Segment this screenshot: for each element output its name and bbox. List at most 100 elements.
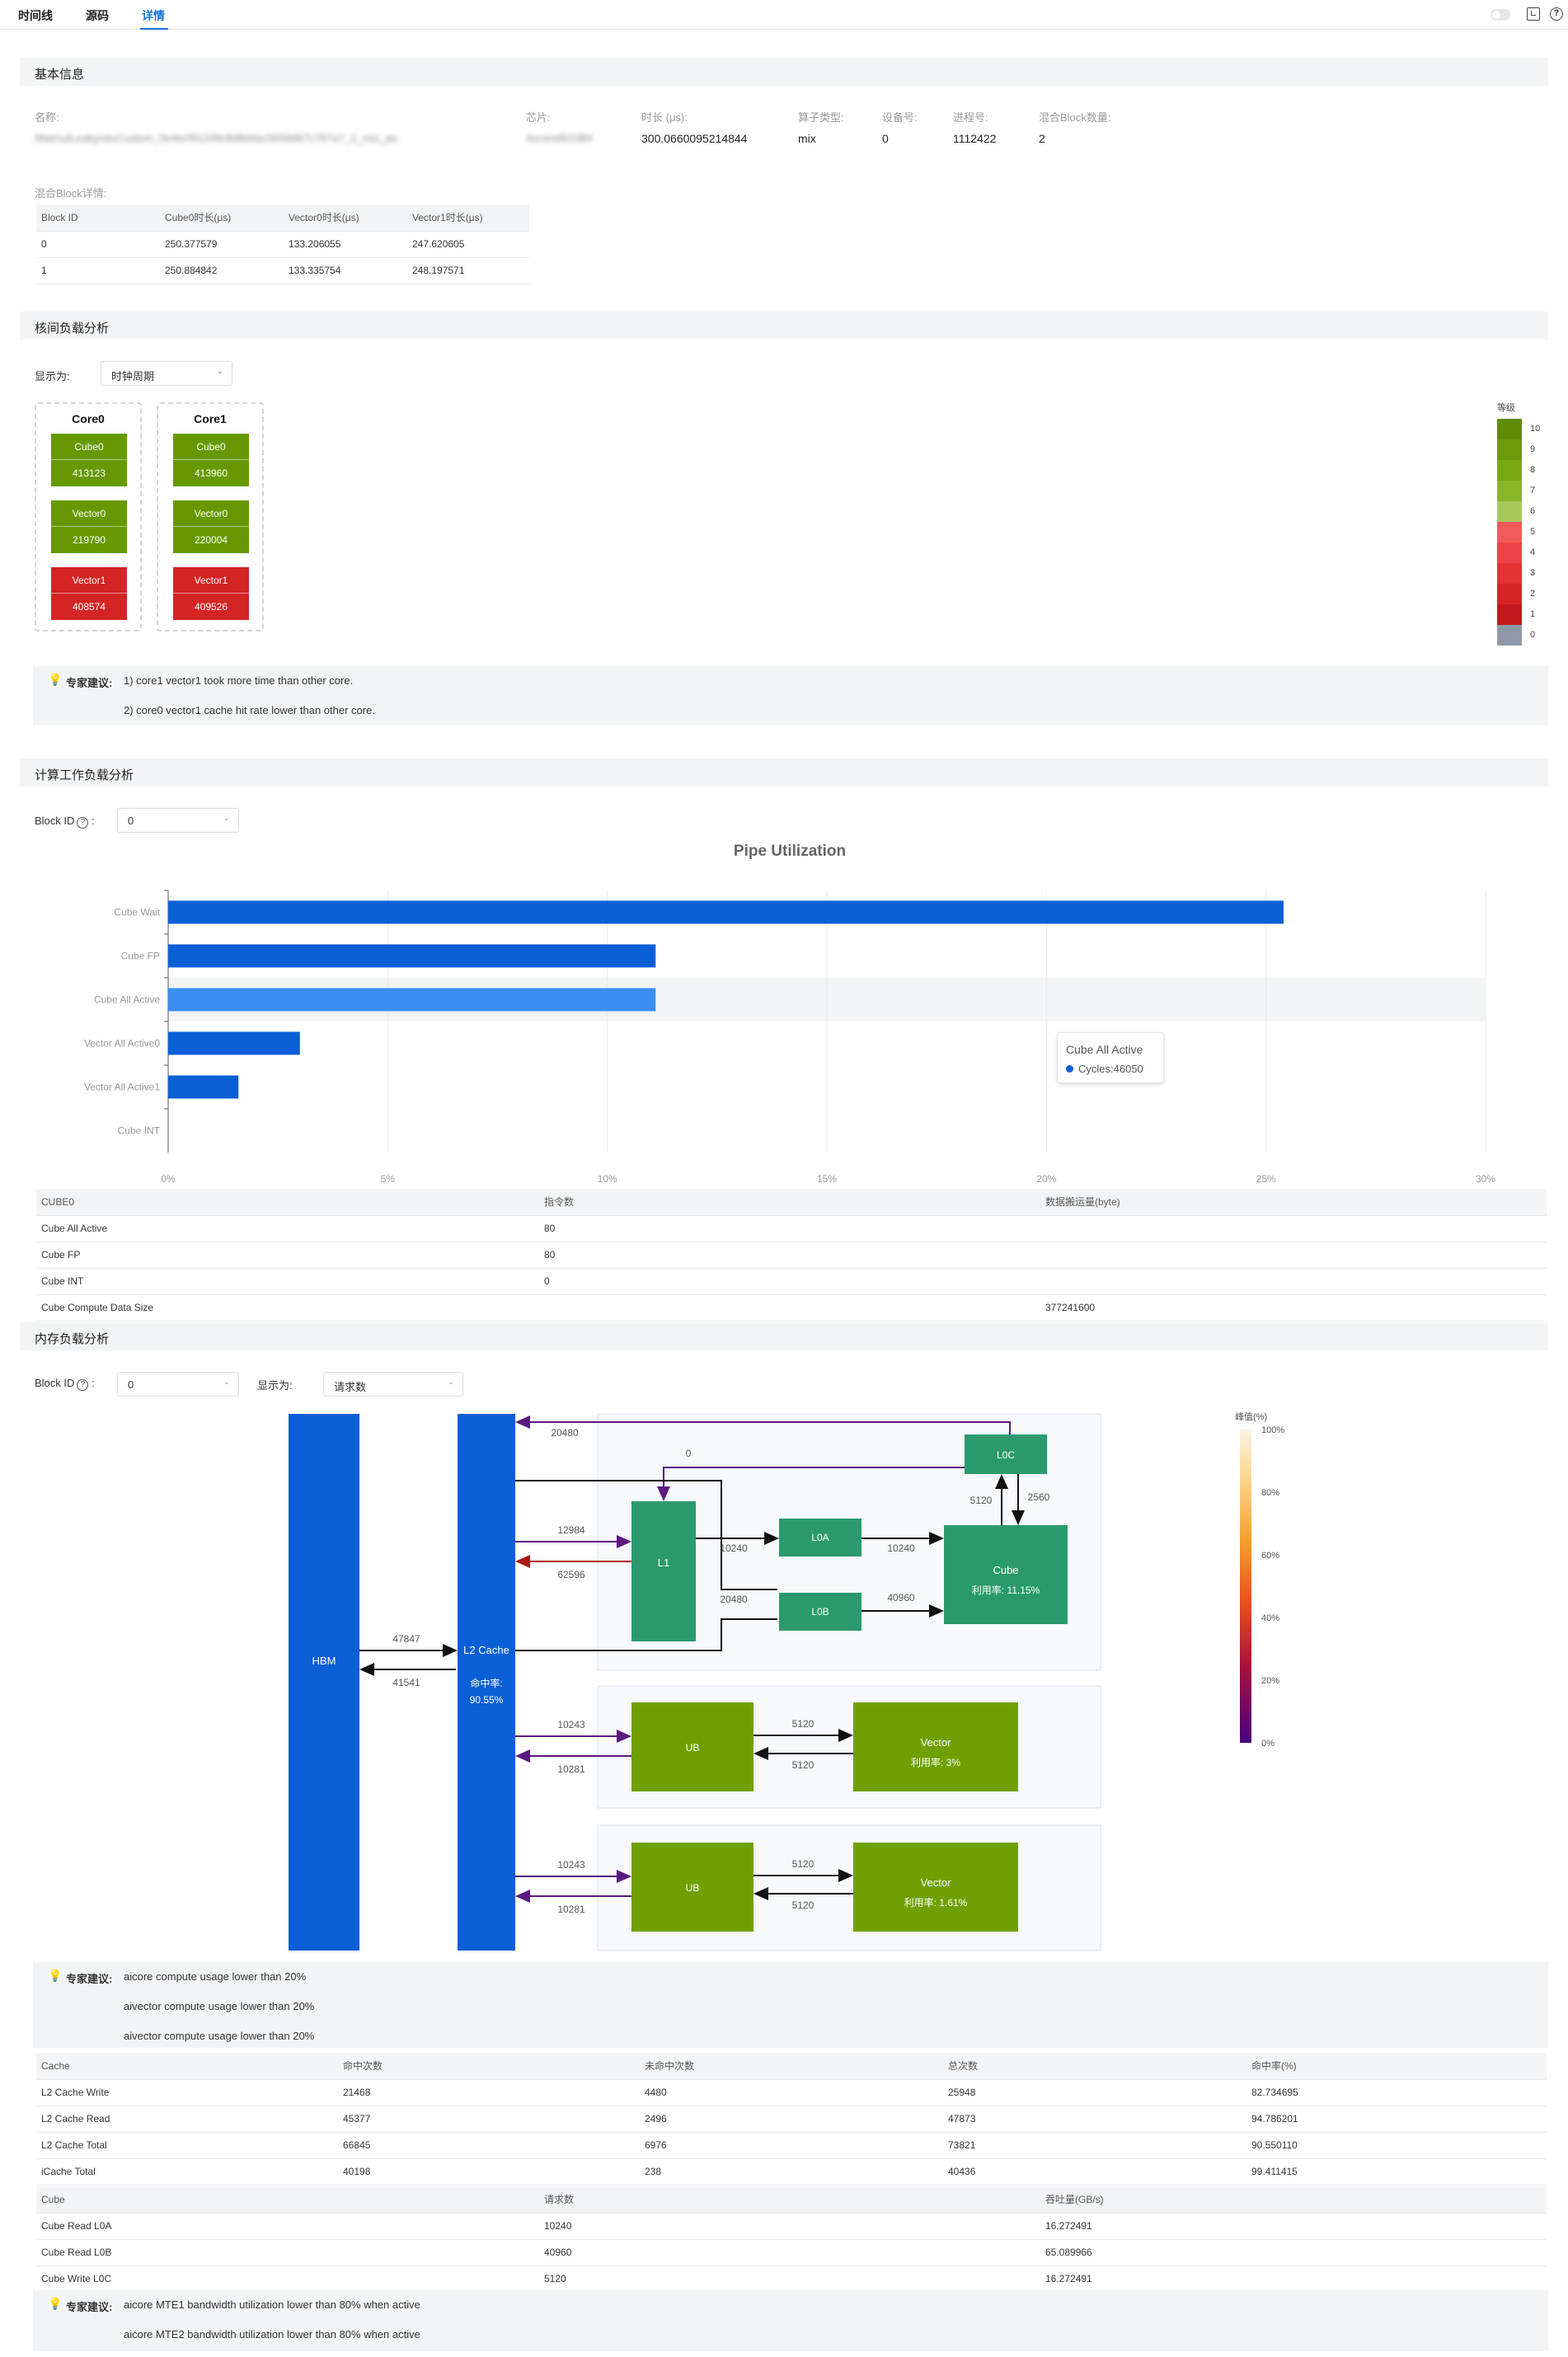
table-row: Cube Compute Data Size 377241600: [36, 1294, 1547, 1322]
l0a-label: L0A: [811, 1532, 829, 1543]
tab-source[interactable]: 源码: [86, 9, 109, 22]
table-row: 0 250.377579 133.206055 247.620605: [36, 231, 529, 258]
legend-label: 2: [1530, 589, 1536, 599]
bar: [168, 988, 656, 1012]
section-basic-info: 基本信息: [20, 58, 1548, 86]
l2-hit-label: 命中率:: [470, 1677, 502, 1689]
unit-name: Cube0: [51, 434, 127, 460]
tip-line: aicore MTE2 bandwidth utilization lower …: [124, 2328, 420, 2341]
hbm-block[interactable]: [289, 1414, 359, 1951]
tab-timeline[interactable]: 时间线: [18, 9, 53, 22]
l0a-block[interactable]: [779, 1519, 861, 1556]
cube-block[interactable]: [944, 1525, 1068, 1624]
column-header: 未命中次数: [640, 2053, 943, 2080]
column-header: 数据搬运量(byte): [1040, 1189, 1547, 1216]
table-cell: Cube Read L0A: [36, 2213, 539, 2240]
vector1-util: 利用率: 3%: [911, 1756, 960, 1768]
table-cell: 5120: [539, 2265, 1040, 2293]
chevron-down-icon: ⌄: [216, 367, 223, 376]
legend-swatch: [1497, 542, 1522, 563]
l2-to-hbm-value: 41541: [392, 1677, 420, 1688]
vector2-to-ub2-value: 5120: [792, 1899, 815, 1911]
legend-swatch: [1497, 501, 1522, 522]
table-cell: 2496: [640, 2106, 943, 2133]
tooltip-value: Cycles:46050: [1066, 1063, 1143, 1075]
unit-value: 413123: [72, 467, 106, 479]
unit-name: Cube0: [173, 434, 249, 460]
table-cell: 45377: [338, 2106, 640, 2133]
scale-tick: 0%: [1261, 1739, 1275, 1749]
l0c-to-cube-value: 5120: [970, 1495, 993, 1506]
compute-block-select[interactable]: 0 ⌄: [117, 808, 239, 833]
export-icon[interactable]: [1527, 7, 1540, 21]
vector1-label: Vector: [921, 1736, 952, 1749]
memory-block-select[interactable]: 0 ⌄: [117, 1372, 239, 1397]
x-tick-label: 10%: [598, 1173, 617, 1185]
select-value: 0: [128, 815, 134, 827]
ub1-block[interactable]: [631, 1702, 753, 1791]
y-tick-label: Vector All Active0: [84, 1038, 160, 1049]
l1-block[interactable]: [631, 1501, 696, 1641]
legend-swatch: [1497, 419, 1522, 439]
legend-label: 0: [1530, 630, 1536, 640]
tip-label: 专家建议:: [66, 1973, 113, 1985]
table-cell: 66845: [338, 2132, 640, 2159]
bar: [168, 1075, 239, 1099]
core0-vector0[interactable]: Vector0 219790: [51, 500, 127, 553]
core0-vector1[interactable]: Vector1 408574: [51, 567, 127, 620]
section-title: 计算工作负载分析: [35, 768, 134, 782]
memory-display-select[interactable]: 请求数 ⌄: [323, 1372, 463, 1397]
table-cell: L2 Cache Total: [36, 2132, 338, 2159]
help-icon[interactable]: ?: [1550, 7, 1563, 21]
chart-title: Pipe Utilization: [734, 843, 846, 860]
l0c-block[interactable]: [965, 1434, 1047, 1474]
theme-toggle[interactable]: [1491, 9, 1510, 21]
table-header-row: Cube 请求数 吞吐量(GB/s): [36, 2186, 1547, 2214]
display-as-label: 显示为:: [257, 1379, 293, 1392]
table-header-row: Cache 命中次数 未命中次数 总次数 命中率(%): [36, 2053, 1547, 2080]
section-title: 核间负载分析: [35, 322, 110, 336]
table-cell: 0: [36, 231, 160, 258]
column-header: 总次数: [943, 2053, 1246, 2080]
question-icon[interactable]: ?: [77, 1379, 89, 1391]
column-header: Cube: [36, 2186, 539, 2214]
legend-swatch: [1497, 604, 1522, 625]
bar: [168, 944, 656, 968]
table-row: iCache Total 40198 238 40436 99.411415: [36, 2158, 1547, 2186]
column-header: 吞吐量(GB/s): [1040, 2186, 1547, 2214]
core0-cube0[interactable]: Cube0 413123: [51, 434, 127, 486]
l0b-block[interactable]: [779, 1593, 861, 1631]
unit-name: Vector1: [173, 567, 249, 594]
l0b-to-cube-value: 40960: [887, 1592, 915, 1603]
table-cell: 73821: [943, 2132, 1246, 2159]
table-cell: iCache Total: [36, 2158, 338, 2186]
unit-name: Vector1: [51, 567, 127, 594]
l2-cache-block[interactable]: [458, 1414, 515, 1951]
l0c-to-l2-arrow: [515, 1416, 1011, 1434]
core1-vector0[interactable]: Vector0 220004: [173, 500, 249, 553]
table-cell: 238: [640, 2158, 943, 2186]
table-cell: [1040, 1268, 1547, 1295]
table-row: Cube All Active 80: [36, 1215, 1547, 1242]
core1-cube0[interactable]: Cube0 413960: [173, 434, 249, 486]
cube-label: Cube: [993, 1564, 1018, 1576]
scale-tick: 20%: [1261, 1676, 1279, 1686]
tip-line: 2) core0 vector1 cache hit rate lower th…: [124, 704, 375, 716]
table-cell: 21468: [338, 2079, 640, 2106]
y-tick-label: Cube FP: [121, 951, 160, 962]
section-memory-load: 内存负载分析: [20, 1322, 1548, 1350]
ub2-block[interactable]: [631, 1843, 753, 1932]
table-row: Cube Read L0B 40960 65.089966: [36, 2239, 1547, 2266]
tab-details[interactable]: 详情: [142, 9, 165, 22]
table-cell: 80: [539, 1242, 1040, 1269]
mix-block-detail-label: 混合Block详情:: [35, 187, 107, 200]
display-as-select[interactable]: 时钟周期 ⌄: [101, 361, 232, 386]
bar: [168, 1031, 300, 1055]
hbm-label: HBM: [312, 1655, 336, 1667]
select-value: 请求数: [334, 1381, 367, 1393]
column-header: 请求数: [539, 2186, 1040, 2214]
core1-vector1[interactable]: Vector1 409526: [173, 567, 249, 620]
tip-line: aicore compute usage lower than 20%: [124, 1970, 307, 1983]
vector1-block[interactable]: [853, 1702, 1018, 1791]
vector2-block[interactable]: [853, 1843, 1018, 1932]
